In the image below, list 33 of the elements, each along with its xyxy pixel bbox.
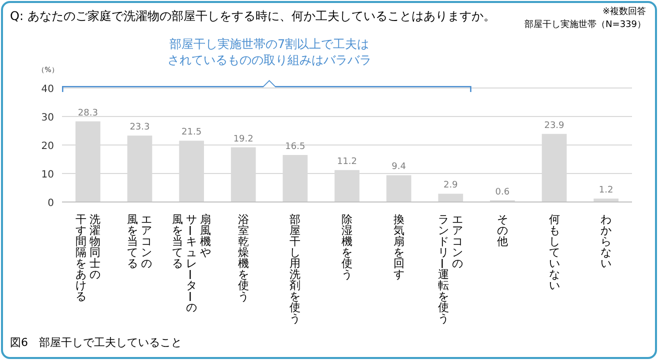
bar: [438, 194, 464, 202]
y-tick-label: 10: [41, 170, 54, 180]
x-tick-label: その他: [496, 213, 508, 248]
data-label: 21.5: [182, 128, 202, 138]
caption: 図6 部屋干しで工夫していること: [10, 336, 182, 349]
data-label: 11.2: [336, 157, 358, 168]
data-label: 28.3: [78, 108, 98, 118]
y-tick-label: 0: [48, 198, 54, 209]
text: 部屋干し実施世帯（N=339）: [524, 19, 646, 30]
data-label: 23.9: [544, 120, 565, 131]
data-label: 23.3: [130, 122, 150, 133]
chart-title: Q: あなたのご家庭で洗濯物の部屋干しをする時に、何か工夫していることはありますか。: [10, 9, 496, 23]
data-label: 0.6: [495, 187, 510, 198]
data-label: 2.9: [443, 180, 458, 191]
x-tick-label: 何もしていない: [548, 213, 560, 292]
y-tick-label: 40: [41, 84, 54, 95]
x-tick-label: 部屋干し用洗剤を使う: [290, 213, 301, 325]
text: ※複数回答: [602, 6, 646, 17]
data-label: 9.4: [392, 162, 406, 172]
data-label: 16.5: [285, 142, 306, 152]
x-tick-label: エアコンの風を当てる: [127, 213, 152, 270]
y-tick-label: 20: [41, 141, 54, 152]
x-tick-label: 浴室乾燥機を使う: [238, 213, 249, 303]
data-label: 19.2: [233, 134, 254, 144]
y-tick-label: 30: [41, 112, 54, 124]
text: 部屋干し実施世帯の7割以上で工夫はされているものの取り組みはバラバラ: [167, 37, 372, 67]
x-tick-label: 洗濯物同士の干す間隔をあける: [75, 213, 100, 303]
x-tick-label: 換気扇を回す: [393, 213, 404, 281]
data-label: 1.2: [598, 186, 614, 196]
x-tick-label: 扇風機やサーキュレーターの風を当てる: [172, 213, 212, 314]
x-tick-label: わからない: [600, 213, 612, 270]
x-tick-label: 除湿機を使う: [342, 213, 352, 281]
x-tick-label: エアコンのランドリー運転を使う: [435, 213, 464, 325]
